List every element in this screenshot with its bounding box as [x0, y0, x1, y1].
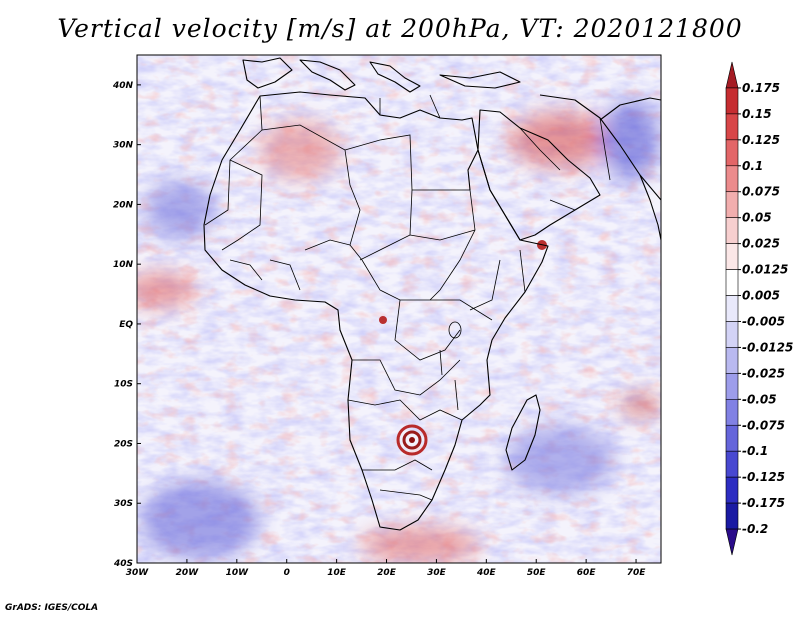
colorbar-swatch: [725, 528, 739, 556]
colorbar-swatch: [725, 87, 739, 115]
colorbar-label: 0.1: [742, 159, 763, 173]
colorbar-swatch: [725, 269, 739, 296]
colorbar-label: -0.075: [742, 418, 785, 432]
colorbar-swatch: [725, 347, 739, 374]
hotspot-central-africa: [379, 316, 387, 324]
colorbar-label: -0.025: [742, 366, 785, 380]
colorbar-label: 0.05: [742, 211, 772, 225]
longitude-axis: 30W 20W 10W 0 10E 20E 30E 40E 50E 60E 70E: [126, 559, 646, 578]
colorbar-swatch: [725, 113, 739, 141]
colorbar-swatch: [725, 424, 739, 452]
lat-tick-label: 40N: [112, 81, 134, 91]
colorbar-swatch: [725, 191, 739, 218]
lon-tick-label: 60E: [577, 568, 597, 578]
colorbar-swatch: [725, 243, 739, 270]
lat-tick-label: EQ: [119, 320, 133, 330]
lat-tick-label: 20N: [113, 200, 134, 210]
lon-tick-label: 20E: [377, 568, 397, 578]
colorbar-label: 0.175: [742, 81, 780, 95]
colorbar-label: -0.2: [742, 522, 768, 536]
lon-tick-label: 30W: [126, 568, 150, 578]
colorbar-label: 0.125: [742, 133, 780, 147]
lat-tick-label: 10S: [114, 380, 133, 390]
colorbar-swatch: [725, 399, 739, 426]
map-frame: [136, 54, 662, 564]
footer-credit: GrADS: IGES/COLA: [5, 603, 99, 613]
lon-tick-label: 20W: [176, 568, 200, 578]
colorbar-label: -0.175: [742, 496, 785, 510]
hotspot-southern-africa: [396, 424, 428, 456]
colorbar-swatch: [725, 450, 739, 478]
colorbar-label: -0.05: [742, 392, 777, 406]
lat-tick-label: 40S: [113, 559, 133, 569]
colorbar-swatch: [725, 217, 739, 244]
colorbar-label: 0.025: [742, 237, 780, 251]
coastlines: [203, 57, 661, 531]
colorbar-swatch: [725, 476, 739, 504]
lat-tick-label: 20S: [114, 439, 133, 449]
lon-tick-label: 40E: [476, 568, 497, 578]
colorbar-swatch: [725, 165, 739, 193]
map-field: [137, 55, 661, 563]
colorbar-swatch: [725, 61, 739, 89]
colorbar-label: 0.15: [742, 107, 772, 121]
colorbar-swatch: [725, 321, 739, 348]
chart-title: Vertical velocity [m/s] at 200hPa, VT: 2…: [57, 14, 743, 43]
colorbar: 0.175 0.15 0.125 0.1 0.075 0.05 0.025 0.0125 0.0…: [725, 61, 793, 556]
lon-tick-label: 0: [284, 568, 290, 578]
colorbar-swatch: [725, 502, 739, 530]
lon-tick-label: 70E: [627, 568, 647, 578]
lat-tick-label: 30S: [114, 499, 133, 509]
lon-tick-label: 30E: [427, 568, 447, 578]
colorbar-label: 0.075: [742, 185, 780, 199]
colorbar-label: -0.0125: [742, 340, 793, 354]
colorbar-label: 0.005: [742, 289, 780, 303]
colorbar-label: -0.005: [742, 314, 785, 328]
country-borders: [204, 94, 611, 501]
colorbar-label: 0.0125: [742, 263, 788, 277]
colorbar-label: -0.125: [742, 470, 785, 484]
lon-tick-label: 50E: [527, 568, 547, 578]
colorbar-swatch: [725, 295, 739, 322]
lon-tick-label: 10E: [327, 568, 347, 578]
lon-tick-label: 10W: [226, 568, 250, 578]
colorbar-swatch: [725, 139, 739, 167]
lat-tick-label: 30N: [113, 141, 134, 151]
lakes: [439, 321, 462, 411]
colorbar-swatch: [725, 373, 739, 400]
latitude-axis: 40N 30N 20N 10N EQ 10S 20S 30S 40S: [112, 81, 141, 569]
lat-tick-label: 10N: [113, 260, 134, 270]
colorbar-label: -0.1: [742, 444, 768, 458]
